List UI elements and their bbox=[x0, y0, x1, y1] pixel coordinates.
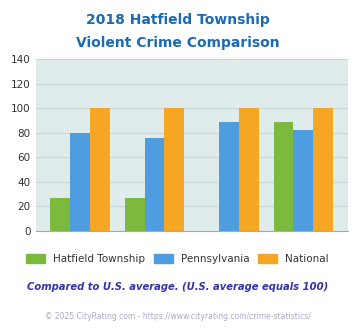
Bar bbox=[239, 109, 259, 231]
Bar bbox=[50, 198, 70, 231]
Bar bbox=[90, 109, 110, 231]
Bar bbox=[125, 198, 144, 231]
Bar bbox=[219, 122, 239, 231]
Text: Violent Crime Comparison: Violent Crime Comparison bbox=[76, 36, 279, 50]
Text: 2018 Hatfield Township: 2018 Hatfield Township bbox=[86, 13, 269, 27]
Bar bbox=[70, 133, 90, 231]
Text: © 2025 CityRating.com - https://www.cityrating.com/crime-statistics/: © 2025 CityRating.com - https://www.city… bbox=[45, 312, 310, 321]
Text: Compared to U.S. average. (U.S. average equals 100): Compared to U.S. average. (U.S. average … bbox=[27, 282, 328, 292]
Bar bbox=[313, 109, 333, 231]
Bar bbox=[144, 138, 164, 231]
Legend: Hatfield Township, Pennsylvania, National: Hatfield Township, Pennsylvania, Nationa… bbox=[22, 249, 333, 268]
Bar bbox=[273, 122, 293, 231]
Bar bbox=[164, 109, 184, 231]
Bar bbox=[293, 130, 313, 231]
